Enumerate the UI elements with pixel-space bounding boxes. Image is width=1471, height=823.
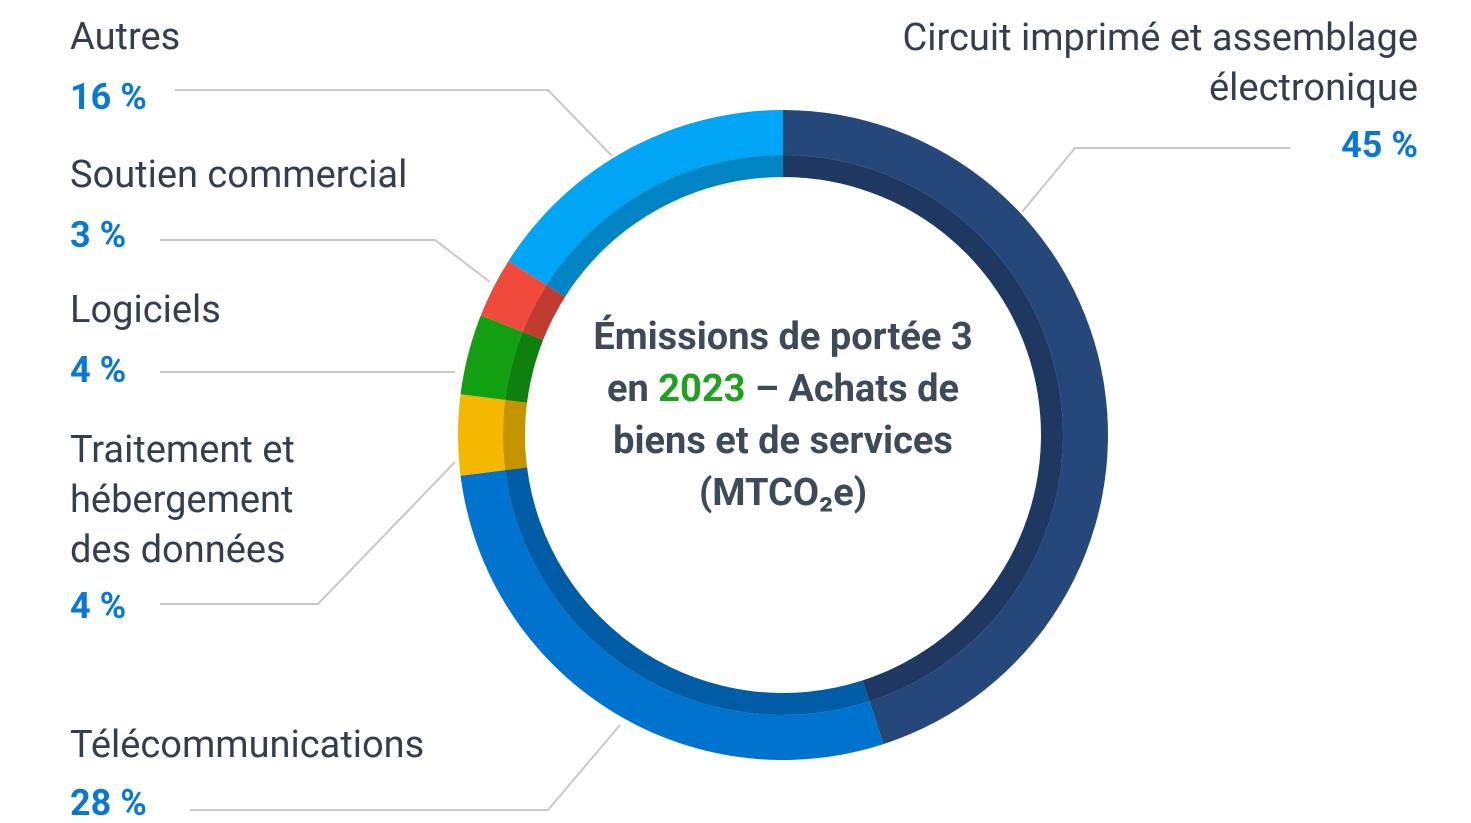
category-label: Autres — [70, 15, 181, 59]
segment-inner — [505, 331, 544, 403]
segment-shade — [503, 399, 528, 471]
category-label: Logiciels — [70, 288, 221, 332]
segment-inner — [505, 467, 870, 715]
category-label: Télécommunications — [70, 723, 425, 767]
segment — [460, 470, 884, 761]
segment — [783, 110, 1109, 745]
title-before: Émissions de portée 3 en — [593, 315, 973, 411]
leader-line — [160, 239, 491, 283]
leader-line — [190, 724, 621, 811]
value-label: 28 % — [70, 782, 147, 823]
value-label: 3 % — [70, 214, 127, 256]
category-label: Soutien commercial — [70, 153, 408, 197]
value-label: 4 % — [70, 585, 127, 627]
leader-line — [160, 461, 456, 605]
category-label: Circuit imprimé et assemblage électroniq… — [902, 16, 1418, 110]
value-label: 45 % — [1341, 124, 1418, 166]
category-label: Traitement et hébergement des données — [70, 428, 295, 572]
title-year: 2023 — [658, 367, 746, 411]
value-label: 16 % — [70, 76, 147, 118]
leader-line — [175, 89, 613, 157]
segment-shade — [505, 467, 870, 715]
leader-line — [1021, 147, 1290, 213]
center-title: Émissions de portée 3 en 2023 – Achats d… — [573, 311, 993, 519]
segment — [508, 110, 783, 285]
segment-inner — [546, 155, 783, 297]
segment-inner — [522, 284, 566, 341]
title-after: – Achats de biens et de services (MTCO₂e… — [613, 367, 960, 515]
segment-shade — [546, 155, 783, 297]
segment-inner — [503, 399, 528, 471]
value-label: 4 % — [70, 349, 127, 391]
segment — [460, 315, 523, 400]
segment-shade — [505, 331, 544, 403]
segment-shade — [522, 284, 566, 341]
segment — [480, 260, 547, 332]
segment — [458, 394, 506, 476]
